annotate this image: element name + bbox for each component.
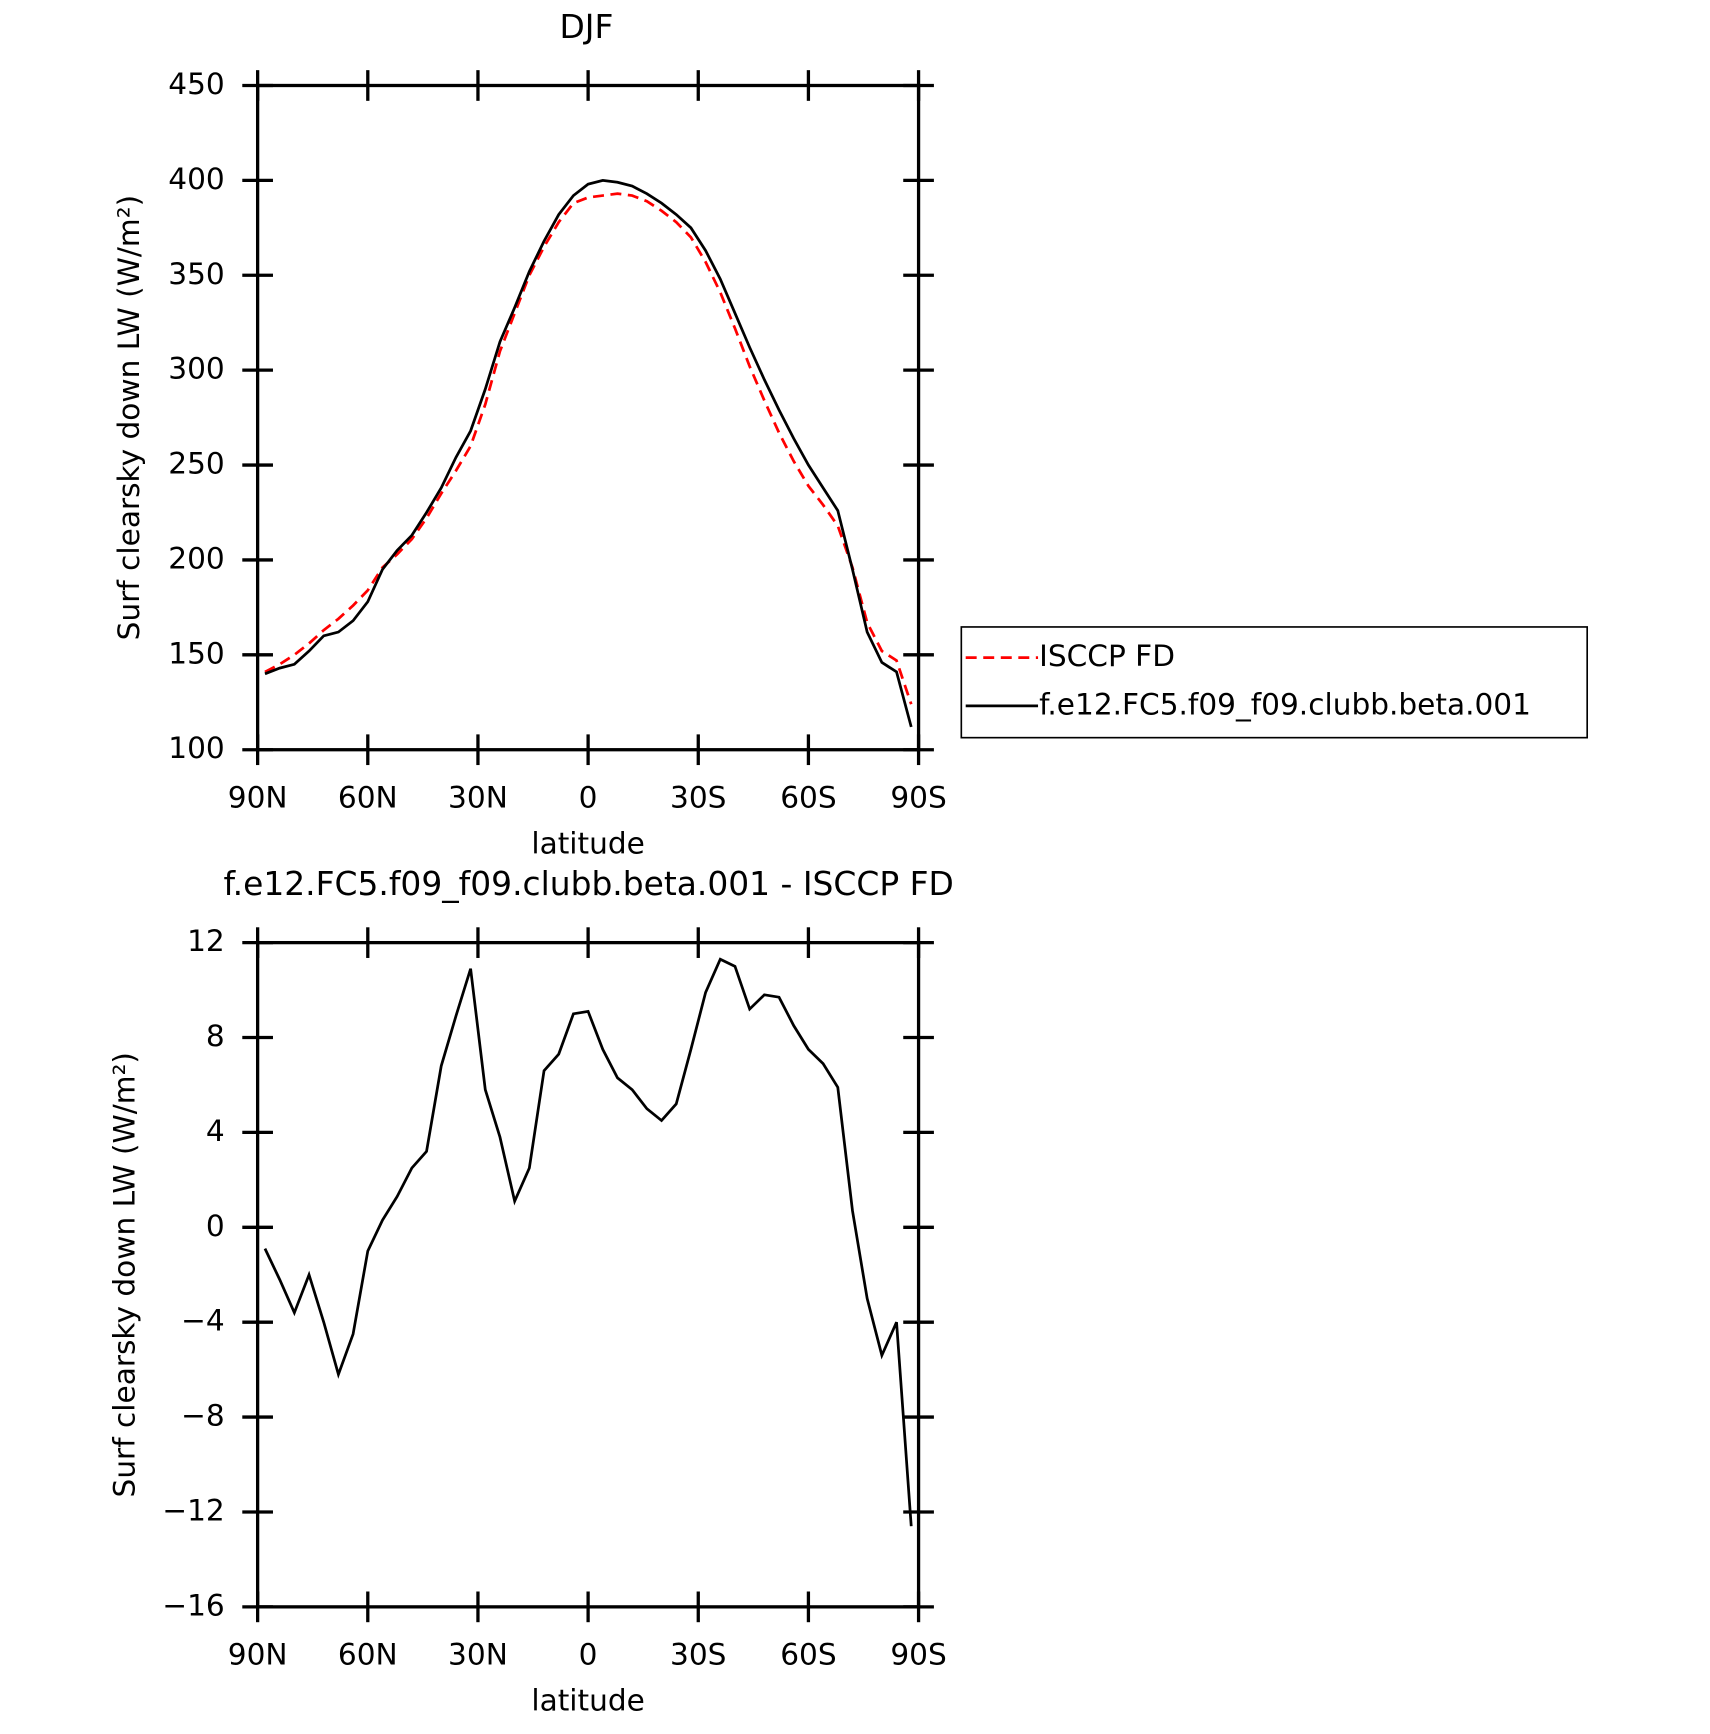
x-tick-label: 60S bbox=[780, 781, 836, 815]
y-tick-label: −4 bbox=[181, 1304, 225, 1338]
y-tick-label: −12 bbox=[162, 1493, 224, 1527]
y-tick-label: 250 bbox=[168, 447, 224, 481]
x-tick-label: 90N bbox=[228, 1638, 288, 1672]
plot-frame bbox=[255, 83, 921, 752]
x-tick-label: 0 bbox=[579, 781, 598, 815]
legend-label: f.e12.FC5.f09_f09.clubb.beta.001 bbox=[1039, 687, 1531, 721]
x-tick-label: 0 bbox=[579, 1638, 598, 1672]
x-tick-label: 60N bbox=[338, 1638, 398, 1672]
series-line bbox=[264, 192, 913, 705]
legend-label: ISCCP FD bbox=[1039, 639, 1175, 673]
x-tick-label: 90S bbox=[890, 781, 946, 815]
y-tick-label: 0 bbox=[206, 1209, 225, 1243]
x-tick-label: 30S bbox=[670, 781, 726, 815]
x-tick-label: 90S bbox=[890, 1638, 946, 1672]
y-tick-label: 350 bbox=[168, 257, 224, 291]
y-tick-label: 8 bbox=[206, 1019, 225, 1053]
x-axis-label: latitude bbox=[531, 1684, 644, 1718]
plot-frame bbox=[255, 940, 921, 1609]
y-axis-label: Surf clearsky down LW (W/m²) bbox=[112, 195, 146, 640]
y-tick-label: 150 bbox=[168, 636, 224, 670]
y-tick-label: 12 bbox=[187, 924, 225, 958]
y-tick-label: 4 bbox=[206, 1114, 225, 1148]
x-tick-label: 30N bbox=[448, 1638, 508, 1672]
series-line bbox=[263, 957, 913, 1527]
x-tick-label: 30N bbox=[448, 781, 508, 815]
y-tick-label: −16 bbox=[162, 1588, 224, 1622]
y-tick-label: 450 bbox=[168, 67, 224, 101]
y-axis-label: Surf clearsky down LW (W/m²) bbox=[108, 1052, 142, 1497]
y-tick-label: 200 bbox=[168, 541, 224, 575]
y-tick-label: 400 bbox=[168, 162, 224, 196]
x-axis-label: latitude bbox=[531, 827, 644, 861]
x-tick-label: 60N bbox=[338, 781, 398, 815]
chart-title: DJF bbox=[559, 7, 613, 46]
x-tick-label: 90N bbox=[228, 781, 288, 815]
y-tick-label: 100 bbox=[168, 731, 224, 765]
y-tick-label: −8 bbox=[181, 1399, 225, 1433]
legend-box bbox=[960, 626, 1589, 739]
y-tick-label: 300 bbox=[168, 352, 224, 386]
x-tick-label: 30S bbox=[670, 1638, 726, 1672]
chart-title: f.e12.FC5.f09_f09.clubb.beta.001 - ISCCP… bbox=[223, 864, 953, 903]
x-tick-label: 60S bbox=[780, 1638, 836, 1672]
series-line bbox=[264, 178, 913, 728]
